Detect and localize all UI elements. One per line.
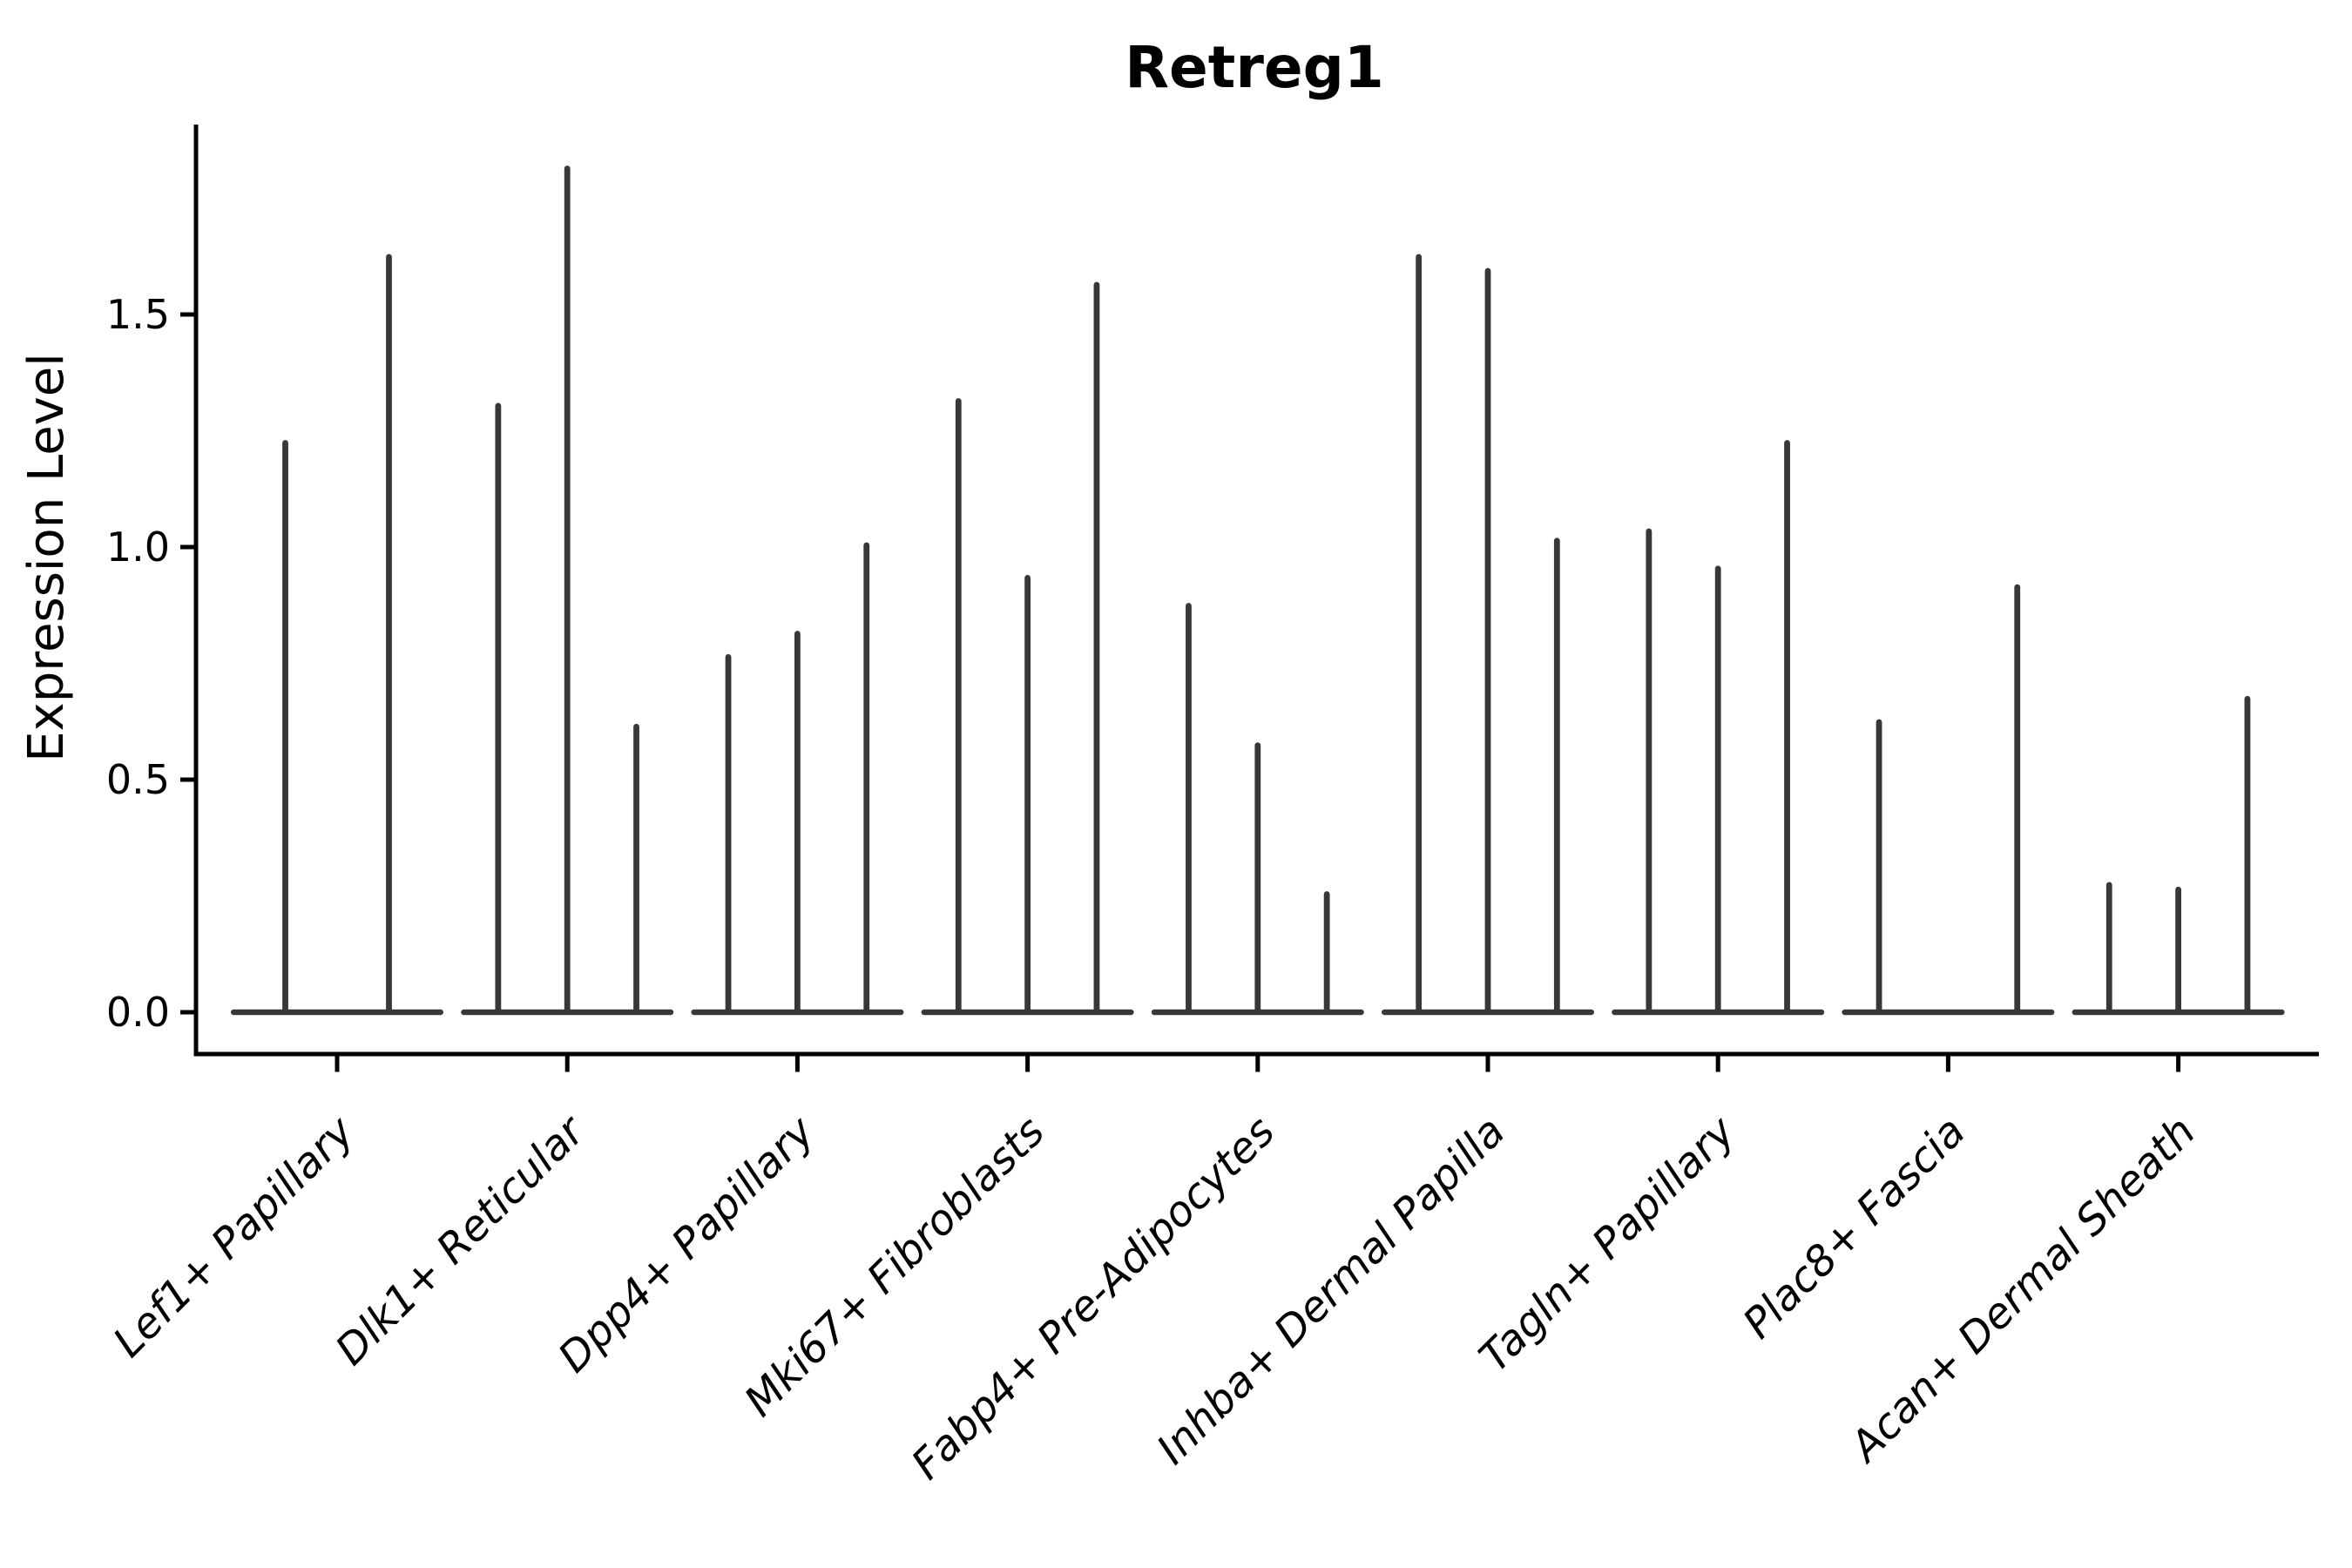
violin-spike <box>1784 440 1790 1014</box>
violin-spike <box>633 723 639 1014</box>
y-tick-label: 1.0 <box>106 524 170 571</box>
violin-spike <box>1553 537 1560 1014</box>
x-tick-label: Dpp4+ Papillary <box>549 1106 824 1382</box>
violin-baseline <box>231 1009 443 1016</box>
violin-spike <box>1024 575 1031 1014</box>
violin-spike <box>1416 253 1423 1015</box>
violin-spike <box>2014 584 2021 1014</box>
violin-spike <box>1093 281 1100 1014</box>
violin-spike <box>2175 886 2181 1014</box>
violin-spike <box>2105 882 2112 1014</box>
violin-spike <box>564 166 571 1014</box>
x-tick-label: Lef1+ Papillary <box>104 1106 364 1367</box>
violin-spike <box>2244 695 2251 1014</box>
x-tick-label: Fabp4+ Pre-Adipocytes <box>902 1107 1285 1490</box>
violin-spike <box>1484 267 1491 1015</box>
y-tick-label: 0.0 <box>106 989 170 1036</box>
violin-spike <box>863 542 870 1014</box>
violin-spike <box>1876 719 1882 1014</box>
violin-spike <box>386 253 392 1015</box>
x-tick-label: Plac8+ Fascia <box>1734 1107 1975 1348</box>
violin-spike <box>1254 742 1261 1014</box>
x-tick-label: Dlk1+ Reticular <box>326 1105 596 1375</box>
violin-spike <box>1323 891 1330 1014</box>
y-axis-label: Expression Level <box>18 353 75 762</box>
violin-spike <box>1646 528 1652 1014</box>
violin-spike <box>495 402 502 1015</box>
violin-spike <box>1714 565 1721 1014</box>
violin-spike <box>955 398 962 1014</box>
y-tick-label: 0.5 <box>106 756 170 803</box>
violin-spike <box>1186 603 1192 1014</box>
x-tick-label: Tagln+ Papillary <box>1470 1106 1745 1382</box>
chart-title: Retreg1 <box>1125 34 1384 101</box>
violin-spike <box>282 440 288 1014</box>
y-tick-label: 1.5 <box>106 291 170 338</box>
violin-spike <box>794 631 801 1014</box>
violin-baseline <box>1842 1009 2055 1016</box>
violin-spike <box>725 653 732 1014</box>
